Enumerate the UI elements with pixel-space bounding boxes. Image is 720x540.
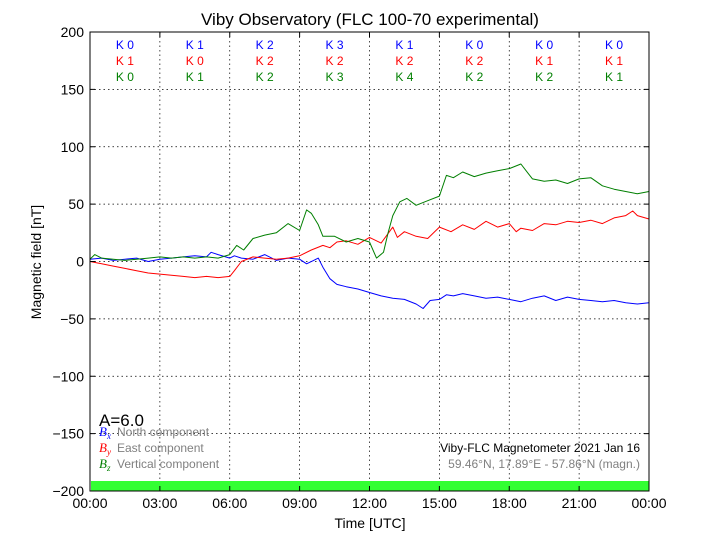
data-series (89, 163, 650, 309)
k-index-value: K 2 (465, 70, 483, 84)
axis-ticks: 00:00 03:00 06:00 09:00 12:00 15:00 18:00 21:00… (52, 24, 666, 511)
k-index-value: K 2 (256, 70, 274, 84)
k-index-value: K 1 (116, 54, 134, 68)
k-index-value: K 1 (605, 70, 623, 84)
k-index-value: K 2 (535, 70, 553, 84)
legend-item: By East component (99, 440, 204, 457)
k-index-value: K 0 (535, 38, 553, 52)
k-index-value: K 2 (256, 54, 274, 68)
k-index-value: K 2 (465, 54, 483, 68)
footer-title: Viby-FLC Magnetometer 2021 Jan 16 (440, 441, 640, 455)
x-tick-label: 12:00 (352, 495, 387, 511)
k-index-value: K 1 (186, 38, 204, 52)
y-tick-label: −50 (60, 311, 84, 327)
x-axis-label: Time [UTC] (334, 515, 405, 531)
k-index-value: K 4 (395, 70, 413, 84)
x-tick-label: 09:00 (282, 495, 317, 511)
series-line-east (89, 210, 650, 279)
y-tick-label: −200 (52, 483, 84, 499)
legend-subscript: x (106, 431, 111, 441)
legend: Bx North component By East component Bz … (99, 424, 220, 473)
k-index-value: K 0 (186, 54, 204, 68)
k-index-value: K 0 (465, 38, 483, 52)
k-index-value: K 1 (395, 38, 413, 52)
k-index-value: K 2 (326, 54, 344, 68)
y-tick-label: −150 (52, 426, 84, 442)
y-tick-label: 150 (61, 81, 85, 97)
legend-label-east: East component (117, 441, 204, 455)
grid-lines (90, 32, 649, 491)
y-axis-label: Magnetic field [nT] (28, 205, 44, 319)
legend-subscript: y (106, 447, 111, 457)
y-tick-label: 0 (76, 254, 84, 270)
svg-text:Bz: Bz (99, 456, 111, 473)
legend-label-vertical: Vertical component (117, 457, 220, 471)
k-index-value: K 0 (116, 38, 134, 52)
y-tick-label: 50 (68, 196, 84, 212)
k-index-value: K 3 (326, 38, 344, 52)
a-index-label: A=6.0 (99, 411, 144, 430)
k-index-value: K 0 (116, 70, 134, 84)
k-index-value: K 2 (395, 54, 413, 68)
k-index-value: K 3 (326, 70, 344, 84)
y-tick-label: −100 (52, 368, 84, 384)
x-tick-label: 06:00 (212, 495, 247, 511)
y-tick-label: 200 (61, 24, 85, 40)
x-tick-label: 00:00 (72, 495, 107, 511)
k-index-value: K 1 (535, 54, 553, 68)
x-tick-label: 15:00 (422, 495, 457, 511)
svg-text:By: By (99, 440, 111, 457)
y-tick-label: 100 (61, 139, 85, 155)
series-line-vertical (89, 163, 650, 261)
legend-item: Bx North component (99, 424, 210, 441)
legend-label-north: North component (117, 425, 210, 439)
svg-text:Bx: Bx (99, 424, 111, 441)
k-index-table: K 0 K 1 K 2 K 3 K 1 K 0 K 0 K 0 K 1 K 0 K 2 K 2 K 2 K… (116, 38, 623, 84)
k-index-value: K 1 (186, 70, 204, 84)
x-tick-label: 03:00 (142, 495, 177, 511)
legend-subscript: z (106, 463, 111, 473)
k-index-value: K 2 (256, 38, 274, 52)
k-index-value: K 1 (605, 54, 623, 68)
chart-title: Viby Observatory (FLC 100-70 experimenta… (201, 10, 539, 29)
footer-coords: 59.46°N, 17.89°E - 57.86°N (magn.) (448, 457, 640, 471)
x-tick-label: 21:00 (562, 495, 597, 511)
x-tick-label: 18:00 (492, 495, 527, 511)
k-index-value: K 0 (605, 38, 623, 52)
series-line-north (89, 251, 650, 309)
x-tick-label: 00:00 (631, 495, 666, 511)
legend-item: Bz Vertical component (99, 456, 220, 473)
